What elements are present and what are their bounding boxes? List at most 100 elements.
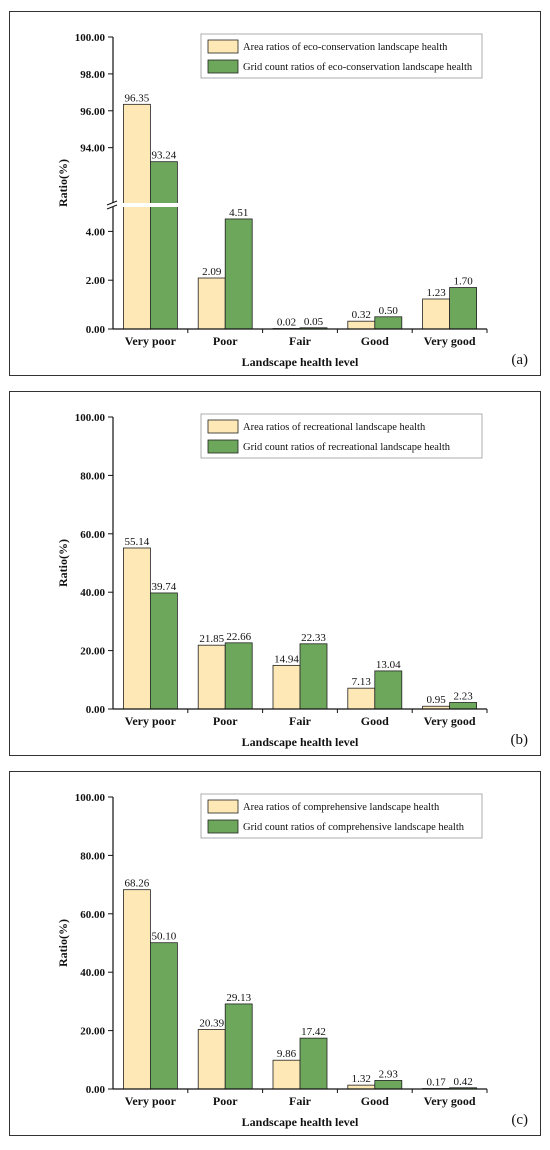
data-label: 0.50: [379, 305, 399, 317]
panel-label: (c): [511, 1112, 528, 1128]
y-tick-label: 94.00: [80, 143, 105, 155]
data-label: 4.51: [229, 207, 248, 219]
panel-label: (a): [511, 352, 528, 368]
y-tick-label: 100.00: [75, 32, 106, 44]
x-axis-title: Landscape health level: [242, 355, 359, 369]
y-tick-label: 20.00: [80, 1026, 105, 1038]
legend-label: Grid count ratios of eco-conservation la…: [243, 62, 473, 73]
bar-poor-grid: [224, 642, 253, 710]
data-label: 39.74: [152, 581, 177, 593]
legend-swatch-grid: [207, 439, 239, 454]
data-label: 93.24: [152, 150, 177, 162]
data-label: 17.42: [301, 1026, 326, 1038]
x-tick-label: Very poor: [125, 334, 177, 348]
data-label: 2.09: [202, 266, 222, 278]
data-label: 50.10: [152, 931, 177, 943]
y-tick-label: 0.00: [86, 1084, 106, 1096]
x-tick-label: Very good: [424, 334, 476, 348]
bar-fair-area: [272, 664, 301, 710]
bar-fair-grid: [299, 1037, 328, 1090]
chart-panel-c: 68.26 20.39 9.86 1.32 0.17 50.10 29.13 17.42 2.9…: [9, 771, 541, 1136]
data-label: 1.23: [426, 287, 446, 299]
data-label: 0.42: [453, 1076, 472, 1088]
panel-label: (b): [511, 732, 529, 748]
bar-very-good-grid: [449, 702, 478, 710]
x-tick-label: Very good: [424, 1094, 476, 1108]
data-label: 0.17: [426, 1077, 446, 1089]
x-tick-label: Very poor: [125, 1094, 177, 1108]
data-label: 96.35: [125, 92, 150, 104]
data-label: 0.02: [277, 317, 296, 329]
y-tick-label: 40.00: [80, 967, 105, 979]
bar-very-poor-grid: [149, 592, 178, 710]
data-label: 0.32: [352, 309, 371, 321]
y-tick-label: 96.00: [80, 106, 105, 118]
chart-a-svg: 96.35 2.09 0.02 0.32 1.23 93.24 4.51 0.05 0.50 1.…: [56, 32, 528, 369]
x-tick-label: Good: [361, 714, 389, 728]
data-label: 55.14: [125, 536, 150, 548]
bar-poor-grid: [224, 218, 253, 330]
bar-poor-area: [197, 1029, 226, 1090]
x-axis-title: Landscape health level: [242, 735, 359, 749]
y-tick-label: 100.00: [75, 412, 106, 424]
bar-very-good-grid: [449, 287, 478, 330]
data-label: 14.94: [274, 653, 299, 665]
legend-swatch-area: [207, 39, 239, 54]
bar-very-poor-area: [123, 889, 151, 1090]
data-label: 21.85: [199, 633, 224, 645]
data-label: 22.33: [301, 632, 326, 644]
data-label: 9.86: [277, 1048, 297, 1060]
bar-very-poor-grid: [149, 161, 178, 330]
legend-swatch-area: [207, 799, 239, 814]
data-label: 68.26: [125, 878, 150, 890]
data-label: 20.39: [199, 1017, 224, 1029]
x-tick-label: Poor: [213, 334, 238, 348]
legend-label: Grid count ratios of recreational landsc…: [243, 442, 451, 453]
bar-poor-area: [197, 644, 226, 710]
y-tick-label: 20.00: [80, 646, 105, 658]
data-label: 7.13: [352, 676, 372, 688]
legend-box: [200, 413, 483, 459]
bar-fair-area: [272, 1059, 301, 1090]
legend-label: Area ratios of eco-conservation landscap…: [243, 42, 448, 53]
bar-very-poor-area: [123, 103, 151, 330]
data-label: 0.05: [304, 316, 324, 328]
y-axis-title: Ratio(%): [56, 919, 70, 967]
y-tick-label: 98.00: [80, 69, 105, 81]
bar-very-poor-area: [123, 547, 151, 710]
y-tick-label: 100.00: [75, 792, 106, 804]
y-tick-label: 40.00: [80, 587, 105, 599]
y-tick-label: 60.00: [80, 909, 105, 921]
y-tick-label: 60.00: [80, 529, 105, 541]
axis-break-gap: [107, 203, 217, 207]
bar-good-grid: [374, 670, 403, 710]
data-label: 1.70: [453, 276, 473, 288]
y-axis-title: Ratio(%): [56, 159, 70, 207]
legend-label: Grid count ratios of comprehensive lands…: [243, 822, 465, 833]
bar-very-poor-grid: [149, 942, 178, 1090]
bar-fair-grid: [299, 643, 328, 710]
y-tick-label: 0.00: [86, 324, 106, 336]
y-tick-label: 80.00: [80, 850, 105, 862]
bar-good-area: [347, 320, 376, 330]
axis-break-mark: [106, 200, 118, 206]
data-label: 1.32: [352, 1073, 371, 1085]
x-tick-label: Fair: [289, 334, 312, 348]
x-tick-label: Good: [361, 334, 389, 348]
data-label: 29.13: [226, 992, 251, 1004]
chart-b-svg: 55.14 21.85 14.94 7.13 0.95 39.74 22.66 22.33 13…: [56, 412, 529, 749]
legend-box: [200, 33, 483, 79]
data-label: 13.04: [376, 659, 401, 671]
x-tick-label: Poor: [213, 1094, 238, 1108]
legend-box: [200, 793, 483, 839]
bar-poor-area: [197, 277, 226, 330]
x-axis-title: Landscape health level: [242, 1115, 359, 1129]
y-axis-title: Ratio(%): [56, 539, 70, 587]
x-tick-label: Fair: [289, 1094, 312, 1108]
x-tick-label: Very poor: [125, 714, 177, 728]
y-tick-label: 4.00: [86, 226, 106, 238]
axis-break-mark: [106, 204, 118, 210]
data-label: 2.23: [453, 690, 473, 702]
y-tick-label: 0.00: [86, 704, 106, 716]
x-tick-label: Poor: [213, 714, 238, 728]
